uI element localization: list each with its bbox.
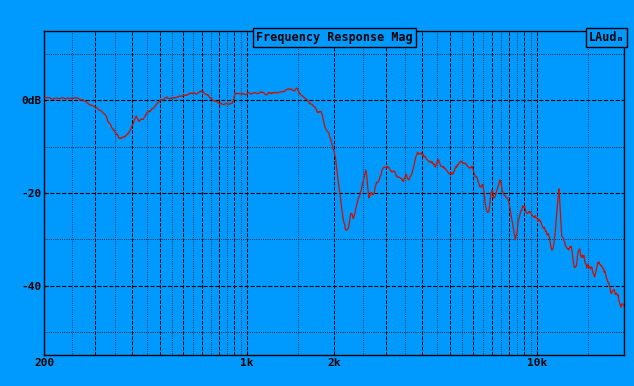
Text: LAudₘ: LAudₘ bbox=[589, 31, 624, 44]
Text: Frequency Response Mag: Frequency Response Mag bbox=[256, 31, 413, 44]
